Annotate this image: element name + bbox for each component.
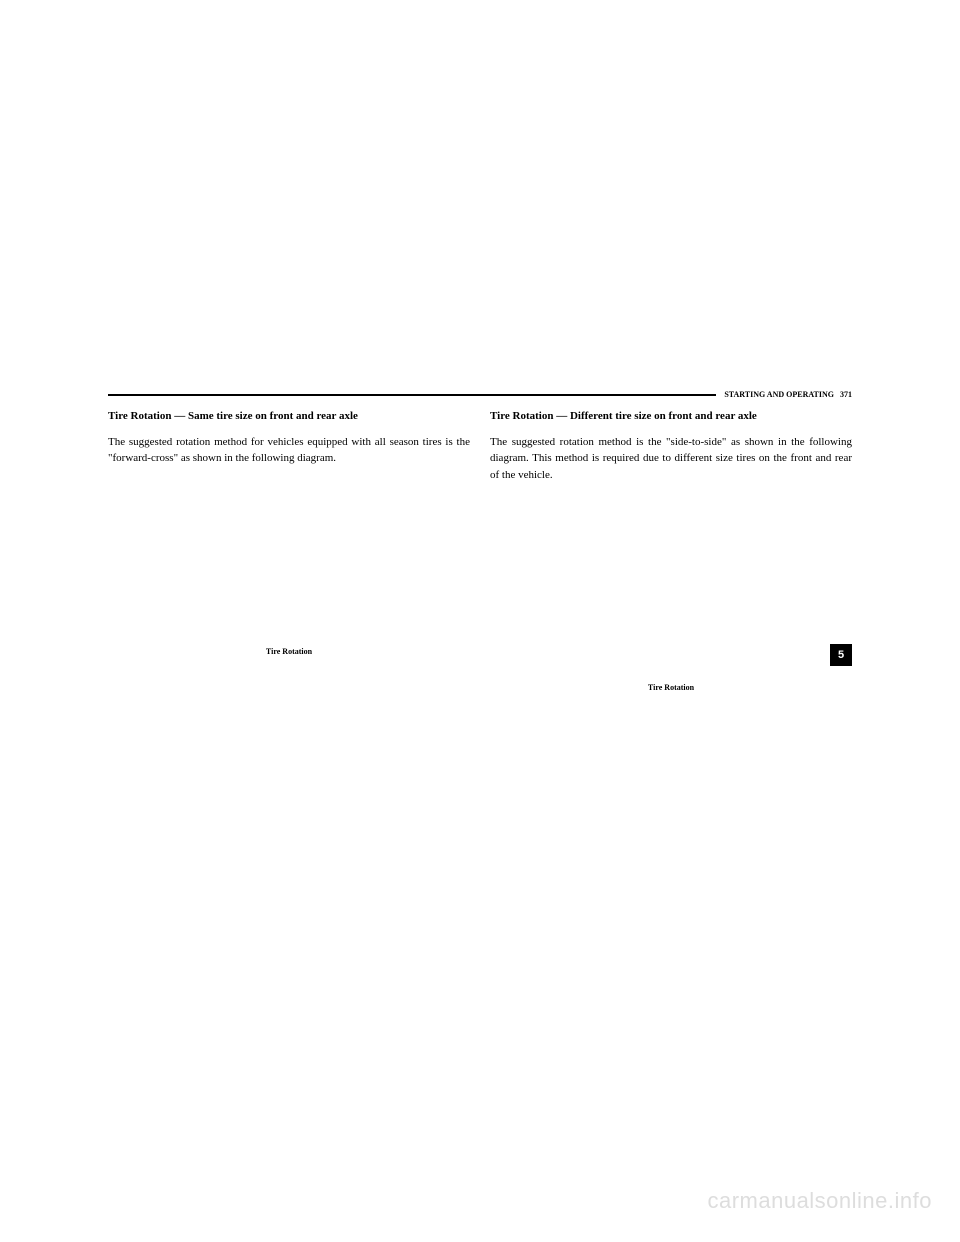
page-container: STARTING AND OPERATING 371 Tire Rotation…	[108, 390, 852, 692]
page-number: 371	[834, 390, 852, 399]
content-columns: Tire Rotation — Same tire size on front …	[108, 409, 852, 692]
right-column: Tire Rotation — Different tire size on f…	[490, 409, 852, 692]
watermark: carmanualsonline.info	[707, 1188, 932, 1214]
header-section-name: STARTING AND OPERATING	[716, 390, 834, 399]
left-body-text: The suggested rotation method for vehicl…	[108, 434, 470, 467]
header-rule	[108, 394, 716, 396]
section-tab: 5	[830, 644, 852, 666]
left-heading: Tire Rotation — Same tire size on front …	[108, 409, 470, 424]
right-heading: Tire Rotation — Different tire size on f…	[490, 409, 852, 424]
right-diagram-caption: Tire Rotation	[490, 683, 852, 692]
left-diagram-caption: Tire Rotation	[108, 647, 470, 656]
tab-number: 5	[838, 649, 844, 661]
page-header: STARTING AND OPERATING 371	[108, 390, 852, 399]
right-body-text: The suggested rotation method is the "si…	[490, 434, 852, 484]
left-column: Tire Rotation — Same tire size on front …	[108, 409, 470, 692]
